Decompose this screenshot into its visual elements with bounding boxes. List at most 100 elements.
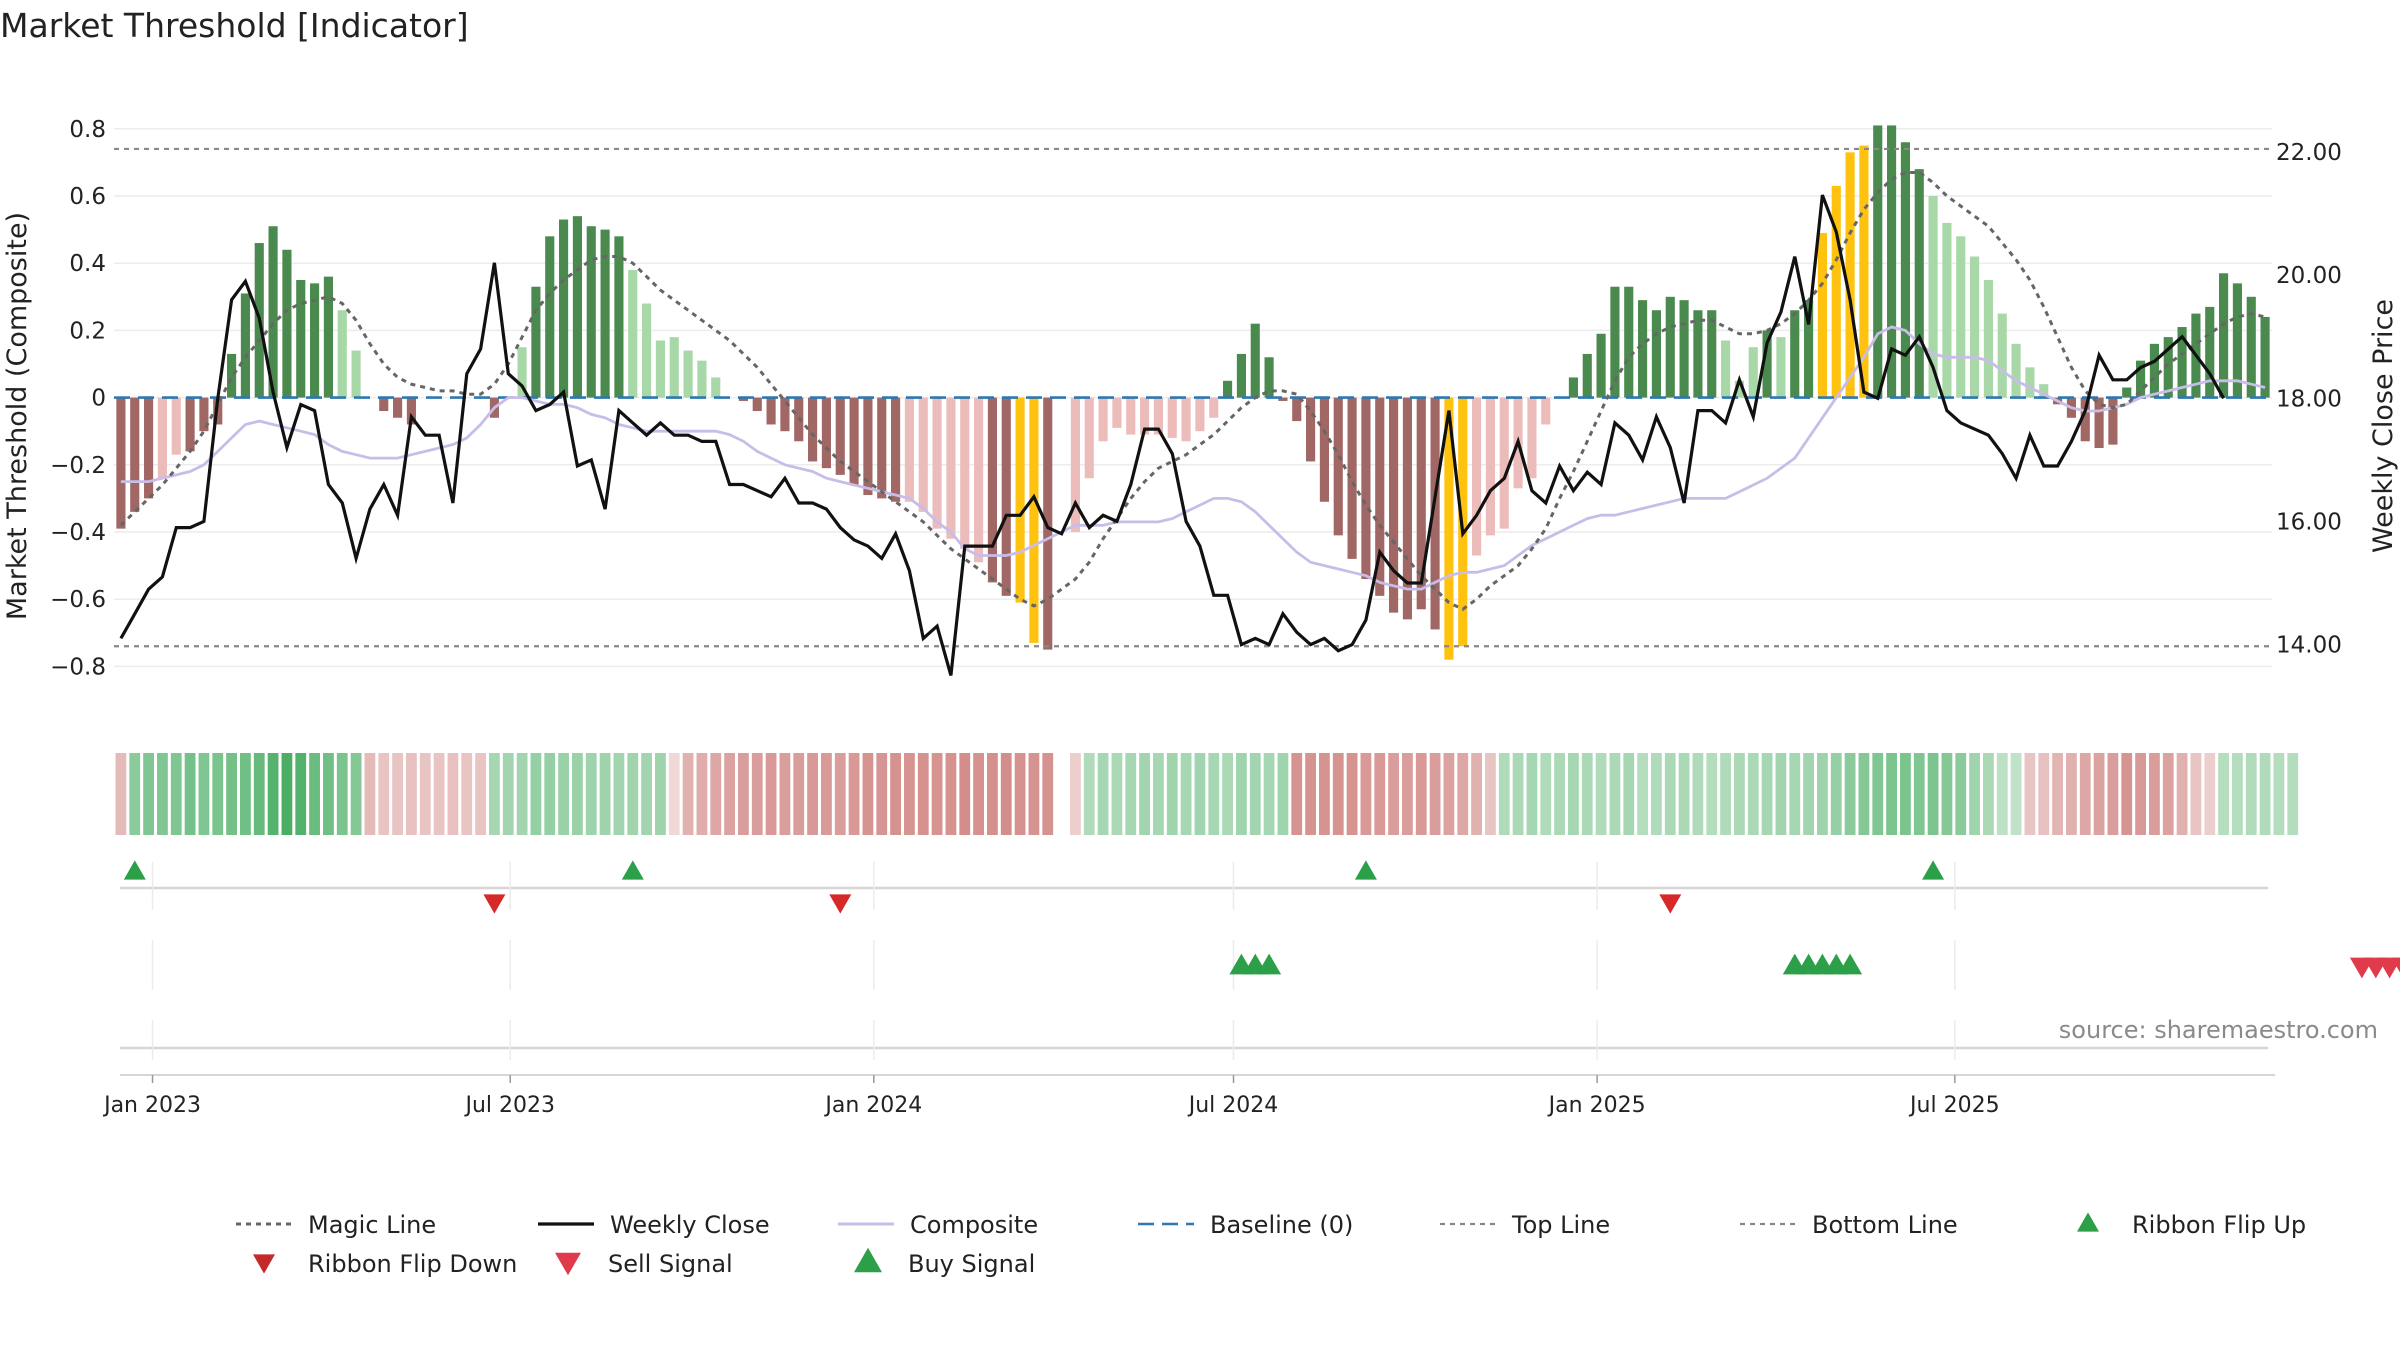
ribbon-cell	[1941, 753, 1953, 835]
composite-bar	[2232, 283, 2242, 398]
ribbon-cell	[765, 753, 777, 835]
ribbon-cell	[2010, 753, 2022, 835]
ribbon-cell	[1014, 753, 1026, 835]
ribbon-cell	[1485, 753, 1496, 835]
triangle-up-icon	[854, 1247, 882, 1273]
ribbon-cell	[2218, 753, 2229, 835]
ribbon-cell	[1886, 753, 1897, 835]
ribbon-cell	[848, 753, 860, 835]
ribbon-cell	[323, 753, 334, 835]
composite-bar	[351, 350, 361, 398]
composite-bar	[1527, 397, 1537, 479]
ribbon-cell	[1900, 753, 1911, 835]
magic-line	[119, 171, 2266, 612]
composite-bar	[2163, 337, 2173, 398]
ribbon-cell	[1083, 753, 1095, 835]
ribbon-cell	[973, 753, 984, 835]
legend-item: Weekly Close	[538, 1211, 770, 1239]
ribbon-cell	[1637, 753, 1648, 835]
composite-bar	[2108, 397, 2118, 445]
ribbon-cell	[655, 753, 666, 835]
composite-bar	[1472, 397, 1482, 556]
chart-title: Market Threshold [Indicator]	[0, 6, 469, 45]
y-tick-label: 0.2	[69, 318, 106, 344]
composite-bar	[116, 397, 126, 529]
ribbon-cell	[1554, 753, 1565, 835]
composite-bar	[946, 397, 956, 539]
ribbon-cell	[2024, 753, 2036, 835]
x-tick-label: Jul 2025	[1908, 1093, 2000, 1118]
composite-bar	[1070, 397, 1080, 532]
ribbon-cell	[2149, 753, 2160, 835]
x-tick-label: Jul 2023	[463, 1093, 555, 1118]
ribbon-cell	[1222, 753, 1233, 835]
composite-bar	[780, 397, 790, 432]
buy-signal-marker	[1257, 953, 1282, 975]
grid	[114, 128, 2272, 668]
legend-item: Ribbon Flip Down	[253, 1250, 517, 1278]
composite-bar	[310, 283, 320, 398]
ribbon-cell	[558, 753, 569, 835]
composite-bar	[2149, 343, 2159, 398]
composite-bar	[1610, 286, 1620, 398]
composite-bar	[1416, 397, 1426, 610]
ribbon-cell	[1153, 753, 1164, 835]
ribbon-cell	[1609, 753, 1621, 835]
composite-bar	[130, 397, 140, 512]
composite-bar	[1651, 310, 1661, 398]
composite-bar	[2094, 397, 2104, 448]
composite-bar	[1292, 397, 1302, 422]
y-tick-label: −0.6	[50, 587, 106, 613]
composite-bar	[1209, 397, 1219, 418]
composite-bar	[1776, 337, 1786, 398]
ribbon-cell	[627, 753, 639, 835]
ribbon-cell	[1319, 753, 1330, 835]
ribbon-cell	[1360, 753, 1372, 835]
signal-markers: Jan 2023 Jul 2023 Jan 2024 Jul 2024 Jan 2025…	[102, 860, 2400, 1118]
ribbon-cell	[1429, 753, 1441, 835]
ribbon-cell	[157, 753, 168, 835]
ribbon-flip-up-marker	[1922, 860, 1945, 880]
ribbon-cell	[1734, 753, 1745, 835]
ribbon-cell	[1208, 753, 1220, 835]
composite-bar	[2177, 327, 2187, 398]
composite-bar	[171, 397, 181, 455]
x-tick-label: Jul 2024	[1187, 1093, 1279, 1118]
composite-bar	[157, 397, 167, 479]
ribbon-cell	[641, 753, 652, 835]
composite-bar	[1638, 300, 1648, 398]
composite-bar	[2122, 387, 2132, 398]
ribbon-cell	[1000, 753, 1012, 835]
composite-bar	[1596, 333, 1606, 398]
ribbon-cell	[682, 753, 694, 835]
ribbon-cell	[1443, 753, 1455, 835]
composite-bar	[2039, 384, 2049, 398]
legend-item: Composite	[838, 1211, 1038, 1239]
composite-bar	[1582, 353, 1592, 398]
ribbon-cell	[2121, 753, 2133, 835]
composite-bar	[669, 337, 679, 398]
composite-bar	[2246, 296, 2256, 398]
composite-bar	[1804, 300, 1814, 398]
legend-swatch	[253, 1254, 275, 1274]
ribbon-cell	[945, 753, 957, 835]
ribbon-cell	[281, 753, 293, 835]
composite-bar	[1541, 397, 1551, 425]
composite-bar	[1084, 397, 1094, 479]
ribbon-flip-down-marker	[829, 894, 852, 914]
ribbon-cell	[1983, 753, 1994, 835]
legend-label: Bottom Line	[1812, 1211, 1958, 1239]
composite-bar	[531, 286, 541, 398]
ribbon-cell	[1305, 753, 1316, 835]
composite-bar	[904, 397, 914, 502]
composite-bar	[1029, 397, 1039, 643]
composite-bar	[2011, 343, 2021, 398]
composite-bar	[1015, 397, 1025, 603]
ribbon-strip	[115, 753, 2299, 835]
legend-swatch	[854, 1247, 882, 1273]
sell-signal-marker	[2391, 957, 2400, 973]
source-label: source: sharemaestro.com	[2059, 1016, 2378, 1044]
composite-bar	[849, 397, 859, 485]
y2-tick-label: 14.00	[2276, 633, 2342, 659]
composite-bar	[1444, 397, 1454, 660]
